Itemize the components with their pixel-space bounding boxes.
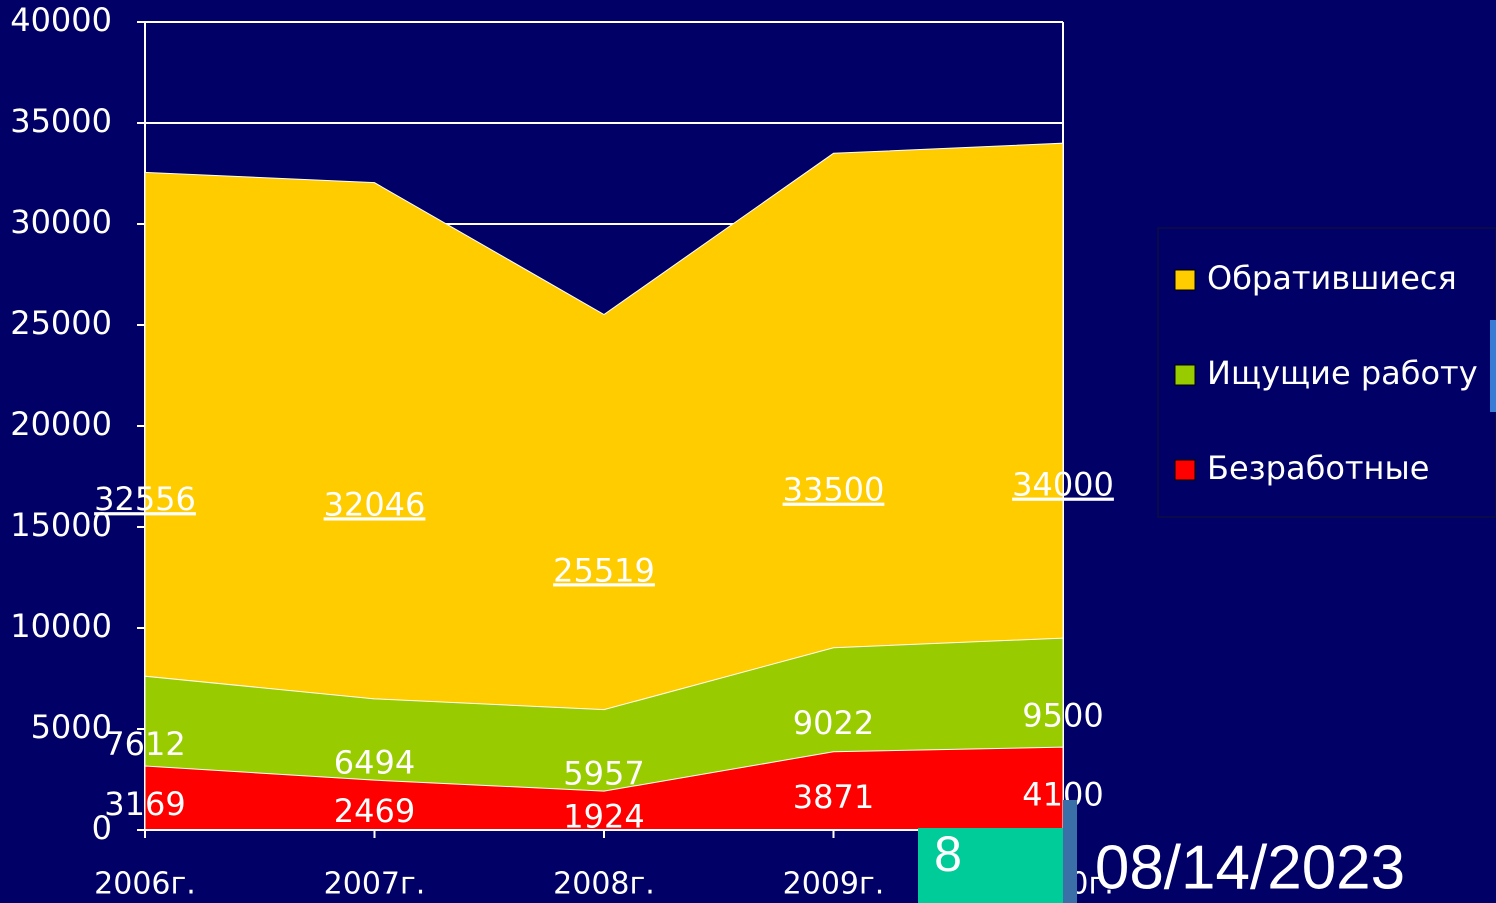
slide-number: 8 <box>934 826 962 882</box>
y-tick-label: 20000 <box>10 405 112 443</box>
accent-bar <box>1490 320 1496 412</box>
legend-box <box>1157 227 1496 518</box>
legend-label: Обратившиеся <box>1207 259 1457 297</box>
data-label: 25519 <box>553 551 655 589</box>
data-label: 7612 <box>104 725 185 763</box>
x-tick-label: 2008г. <box>553 867 655 902</box>
data-label: 33500 <box>783 471 885 509</box>
y-tick-label: 5000 <box>31 708 112 746</box>
date: 08/14/2023 <box>1095 833 1405 902</box>
data-label: 32556 <box>94 480 196 518</box>
data-label: 6494 <box>334 743 415 781</box>
x-tick-label: 2009г. <box>783 867 885 902</box>
y-tick-label: 30000 <box>10 203 112 241</box>
data-label: 32046 <box>324 485 426 523</box>
y-tick-label: 35000 <box>10 102 112 140</box>
legend-label: Ищущие работу <box>1207 354 1478 392</box>
y-tick-label: 0 <box>92 809 112 847</box>
x-tick-label: 2007г. <box>324 867 426 902</box>
data-label: 3871 <box>793 778 874 816</box>
data-label: 9022 <box>793 704 874 742</box>
data-label: 3169 <box>104 785 185 823</box>
y-tick-label: 25000 <box>10 304 112 342</box>
data-label: 2469 <box>334 792 415 830</box>
data-label: 9500 <box>1022 697 1103 735</box>
slide-number-box <box>918 828 1070 903</box>
x-tick-label: 2006г. <box>94 867 196 902</box>
data-label: 5957 <box>563 754 644 792</box>
data-label: 34000 <box>1012 466 1114 504</box>
accent-bar <box>1063 800 1077 903</box>
y-tick-label: 15000 <box>10 506 112 544</box>
y-tick-label: 10000 <box>10 607 112 645</box>
legend-swatch <box>1174 269 1196 291</box>
legend-swatch <box>1174 364 1196 386</box>
legend-swatch <box>1174 459 1196 481</box>
legend-label: Безработные <box>1207 449 1429 487</box>
y-tick-label: 40000 <box>10 1 112 39</box>
